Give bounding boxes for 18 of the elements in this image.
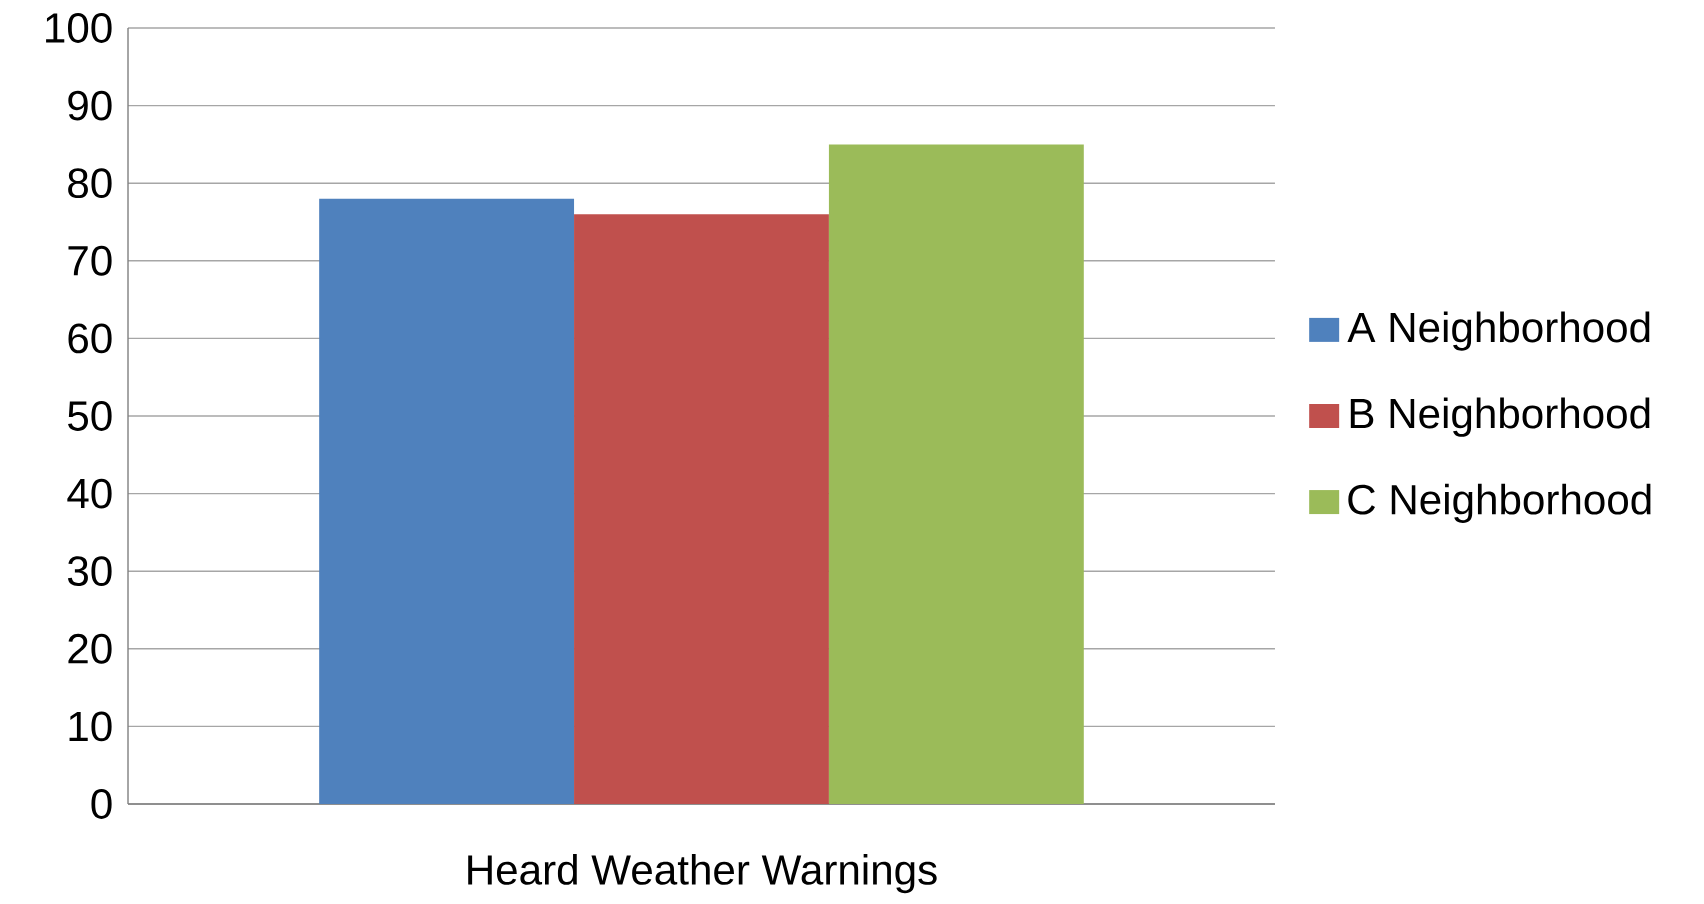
y-tick-label: 90: [68, 90, 112, 121]
y-tick-label: 10: [69, 711, 112, 742]
legend-label: B Neighborhood: [1350, 397, 1650, 437]
y-tick-label: 60: [68, 323, 112, 354]
y-tick-label: 40: [67, 478, 112, 509]
y-tick-label: 100: [46, 13, 112, 43]
bar: [574, 214, 829, 804]
y-tick-label: 20: [68, 633, 112, 664]
y-tick-label: 80: [68, 168, 112, 199]
y-tick-label: 30: [67, 556, 112, 587]
legend-label: C Neighborhood: [1348, 483, 1651, 523]
y-tick-label: 70: [68, 245, 112, 276]
legend-label: A Neighborhood: [1347, 311, 1650, 351]
bar: [319, 198, 575, 804]
y-tick-label: 0: [91, 789, 112, 819]
x-tick-label: Heard Weather Warnings: [468, 853, 937, 894]
y-tick-label: 50: [68, 401, 112, 431]
bar: [828, 144, 1084, 804]
